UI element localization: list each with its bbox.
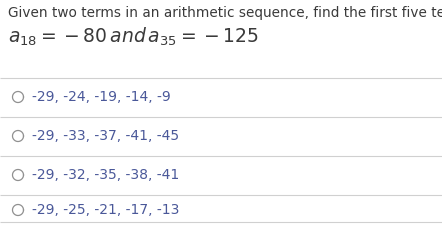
Text: -29, -32, -35, -38, -41: -29, -32, -35, -38, -41 xyxy=(32,168,179,182)
Text: -29, -24, -19, -14, -9: -29, -24, -19, -14, -9 xyxy=(32,90,171,104)
Text: Given two terms in an arithmetic sequence, find the first five terms:: Given two terms in an arithmetic sequenc… xyxy=(8,6,442,20)
Text: -29, -25, -21, -17, -13: -29, -25, -21, -17, -13 xyxy=(32,203,179,217)
Text: $a_{18}=-80\,\mathit{and}\,a_{35}=-125$: $a_{18}=-80\,\mathit{and}\,a_{35}=-125$ xyxy=(8,26,259,48)
Text: -29, -33, -37, -41, -45: -29, -33, -37, -41, -45 xyxy=(32,129,179,143)
